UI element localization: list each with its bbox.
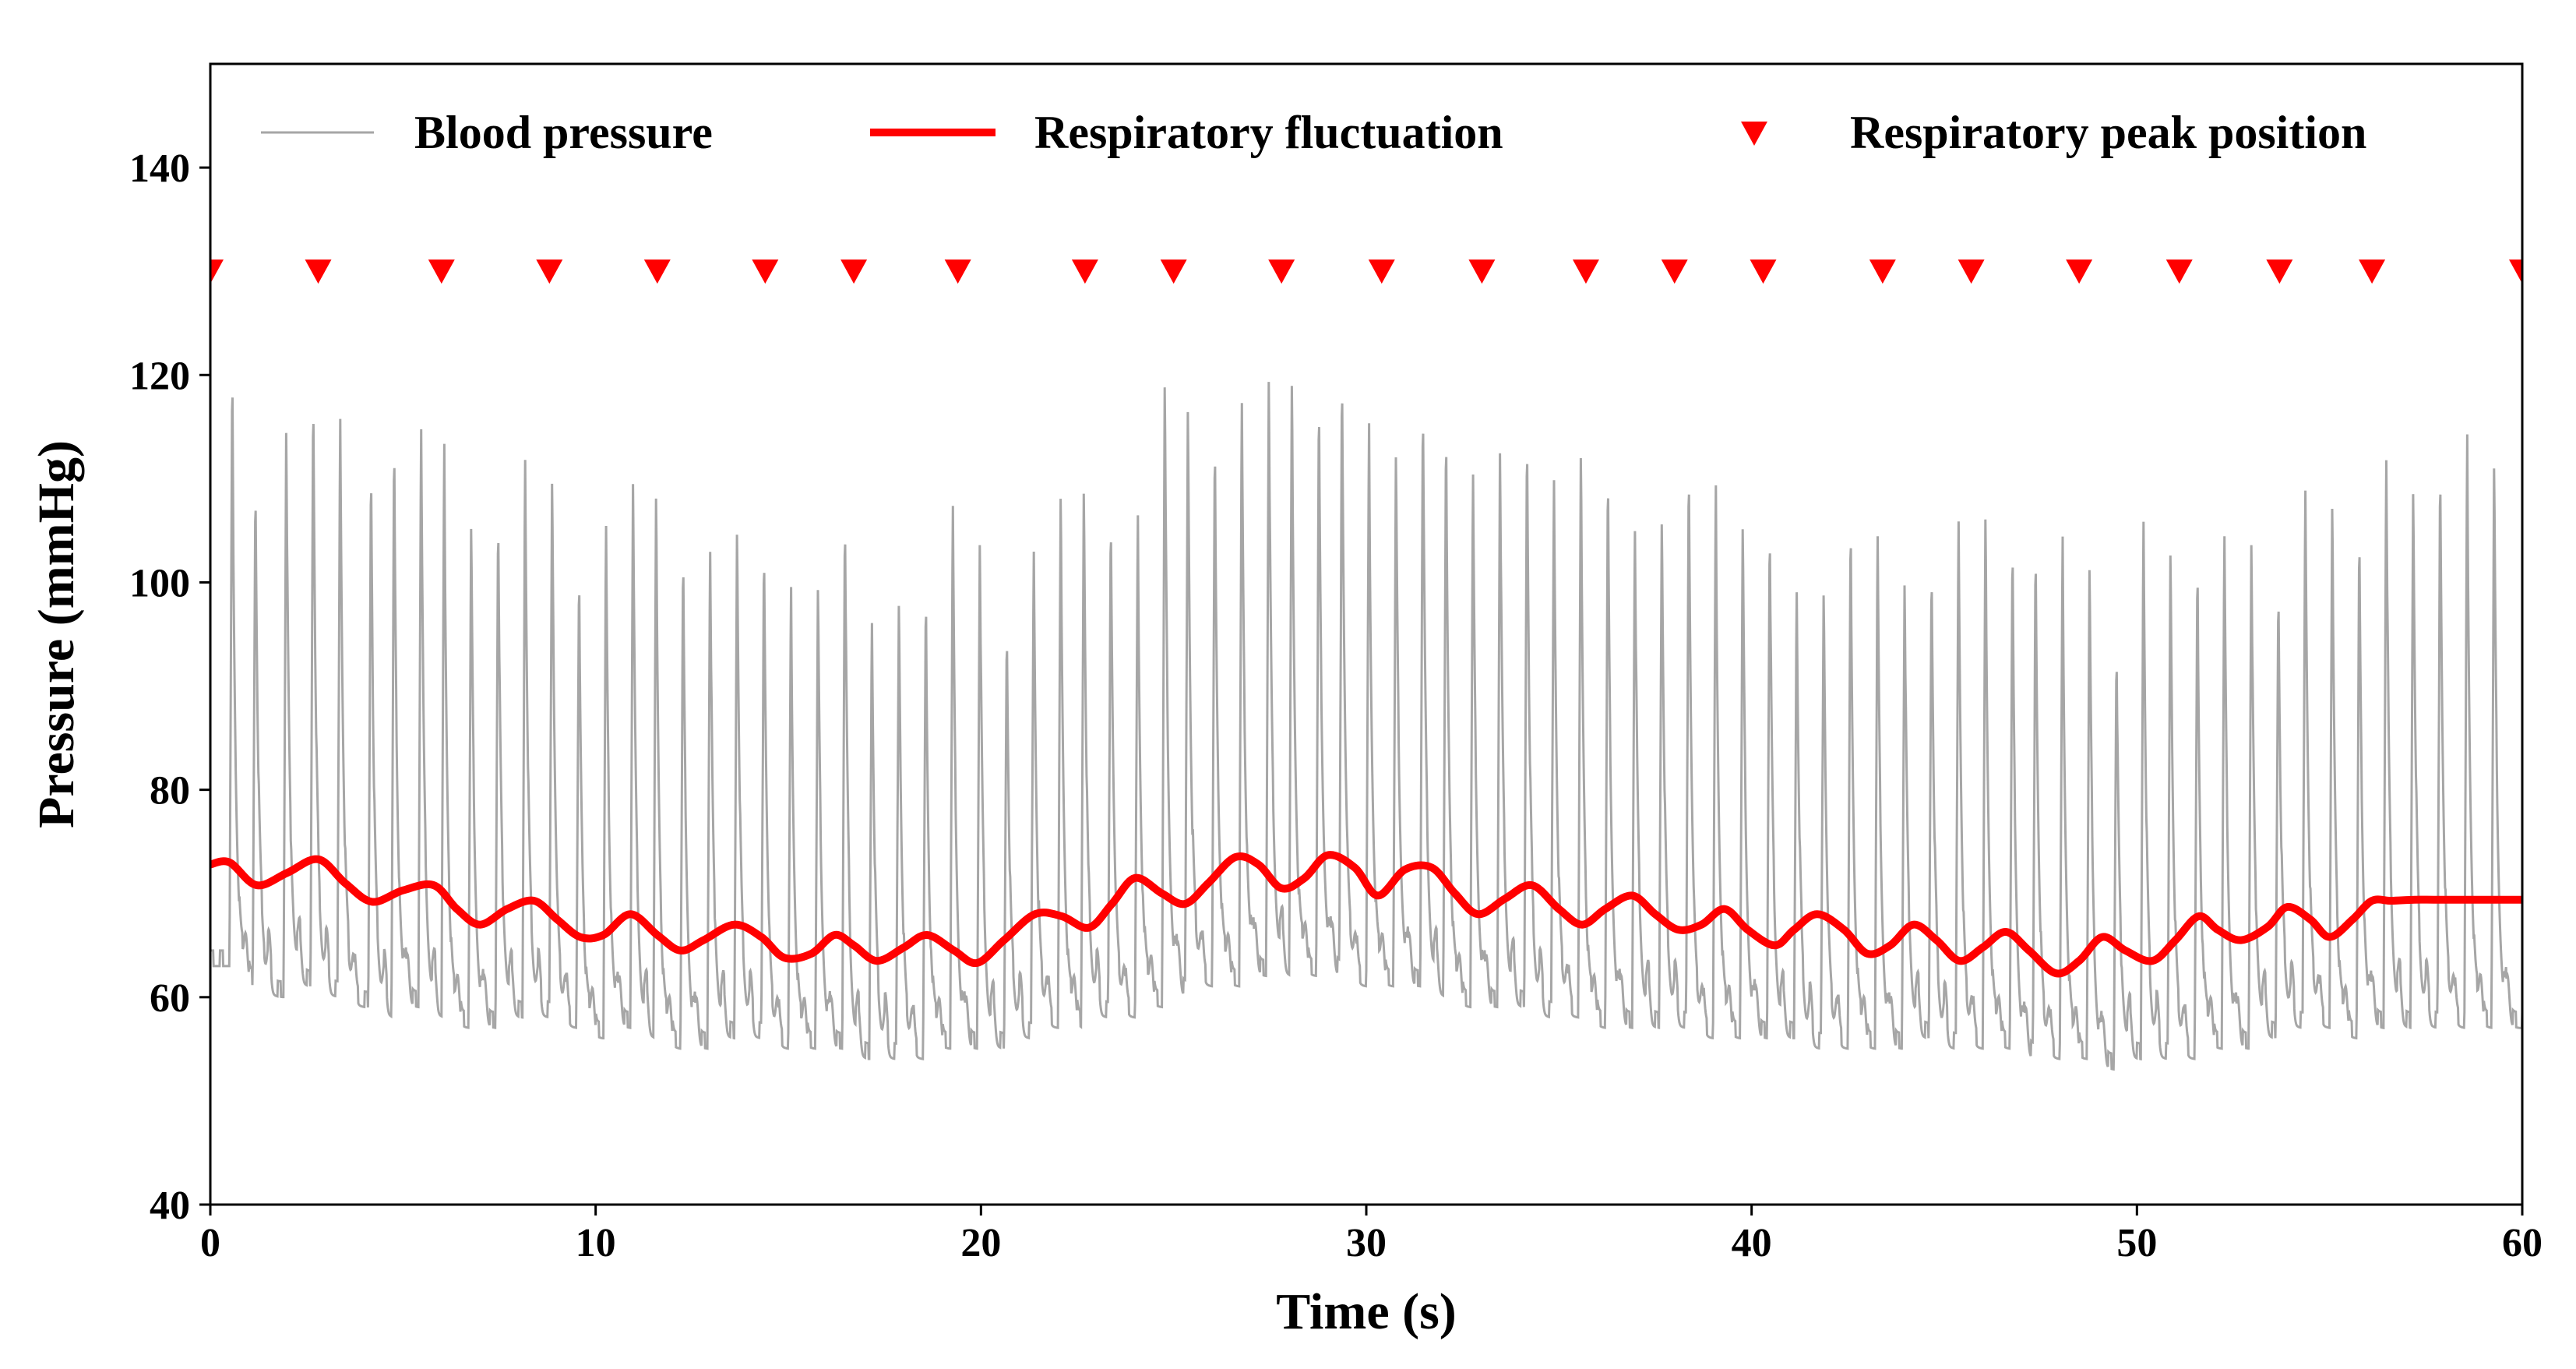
x-tick-label: 10 xyxy=(576,1221,616,1265)
x-tick-label: 0 xyxy=(200,1221,220,1265)
respiratory-layer xyxy=(209,851,2522,978)
axes-frame xyxy=(209,62,2524,1206)
y-axis-label: Pressure (mmHg) xyxy=(28,440,85,828)
respiratory-peak-marker xyxy=(2266,259,2293,284)
y-tick-label: 140 xyxy=(129,146,190,191)
y-tick-label: 40 xyxy=(150,1184,190,1228)
axes-layer: 0 10 20 30 40 50 60 40 60 80 100 120 140 xyxy=(129,62,2543,1265)
legend: Blood pressure Respiratory fluctuation Res… xyxy=(261,107,2366,158)
respiratory-peak-marker xyxy=(1572,259,1599,284)
x-tick-label: 20 xyxy=(960,1221,1001,1265)
legend-label-peak-position: Respiratory peak position xyxy=(1850,107,2366,158)
respiratory-peak-marker xyxy=(1958,259,1985,284)
respiratory-peak-marker xyxy=(1869,259,1896,284)
blood-pressure-line xyxy=(210,382,2524,1071)
y-tick-label: 60 xyxy=(150,976,190,1021)
respiratory-peak-marker xyxy=(1368,259,1395,284)
y-tick-label: 80 xyxy=(150,769,190,813)
respiratory-peak-marker xyxy=(643,259,671,284)
legend-swatch-peak xyxy=(1741,122,1767,146)
respiratory-peak-marker xyxy=(2066,259,2093,284)
respiratory-peak-marker xyxy=(1071,259,1098,284)
y-tick-label: 120 xyxy=(129,354,190,398)
respiratory-peak-marker xyxy=(752,259,779,284)
respiratory-peak-marker xyxy=(840,259,868,284)
x-tick-label: 40 xyxy=(1732,1221,1772,1265)
x-tick-label: 60 xyxy=(2502,1221,2543,1265)
respiratory-fluctuation-line xyxy=(209,851,2522,978)
respiratory-peak-marker xyxy=(1750,259,1777,284)
respiratory-peak-marker xyxy=(2359,259,2386,284)
respiratory-peak-marker xyxy=(428,259,455,284)
x-tick-label: 30 xyxy=(1346,1221,1387,1265)
peak-marker-layer xyxy=(210,259,2522,284)
respiratory-peak-marker xyxy=(1160,259,1187,284)
x-axis-label: Time (s) xyxy=(1276,1283,1457,1340)
x-tick-label: 50 xyxy=(2116,1221,2157,1265)
respiratory-peak-marker xyxy=(305,259,332,284)
respiratory-peak-marker xyxy=(944,259,971,284)
legend-label-blood-pressure: Blood pressure xyxy=(414,107,713,158)
respiratory-peak-marker xyxy=(1268,259,1295,284)
respiratory-peak-marker xyxy=(1661,259,1688,284)
legend-label-respiratory-fluctuation: Respiratory fluctuation xyxy=(1034,107,1503,158)
respiratory-peak-marker xyxy=(2509,259,2522,284)
blood-pressure-layer xyxy=(210,382,2524,1071)
respiratory-peak-marker xyxy=(2165,259,2193,284)
respiratory-peak-marker xyxy=(210,259,224,284)
y-tick-label: 100 xyxy=(129,561,190,605)
respiratory-peak-marker xyxy=(536,259,563,284)
respiratory-peak-marker xyxy=(1468,259,1496,284)
